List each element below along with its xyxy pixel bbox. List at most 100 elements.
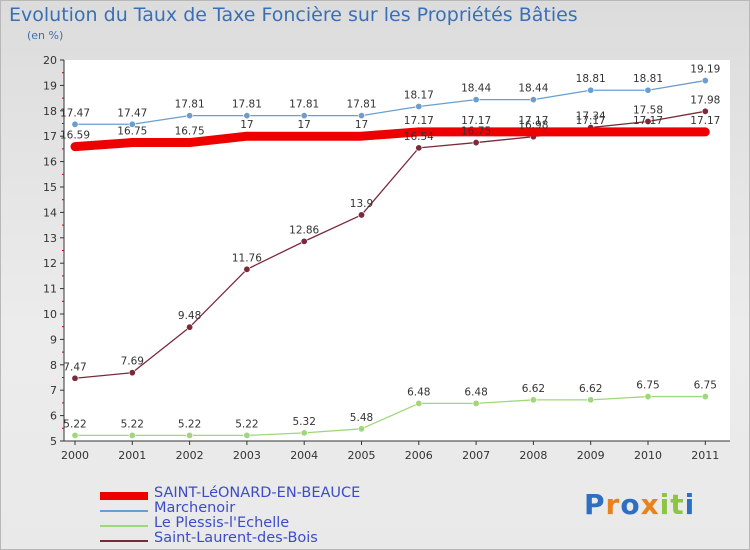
data-point-2 [357, 425, 365, 433]
logo-letter: i [684, 488, 696, 521]
data-point-3 [71, 374, 79, 382]
data-point-1 [300, 112, 308, 120]
data-point-2 [587, 396, 595, 404]
data-label-0: 17.17 [404, 115, 434, 127]
x-tick-label: 2001 [118, 449, 146, 462]
data-label-0: 17.17 [461, 115, 491, 127]
data-point-2 [128, 431, 136, 439]
data-point-1 [357, 112, 365, 120]
x-tick-label: 2011 [691, 449, 719, 462]
y-tick-label: 18 [43, 105, 57, 118]
data-label-3: 16.54 [404, 131, 434, 143]
y-tick-label: 5 [50, 435, 57, 448]
data-label-3: 17.58 [633, 104, 663, 116]
series-line-1 [74, 79, 706, 125]
data-label-2: 6.62 [522, 383, 545, 395]
x-tick-label: 2003 [233, 449, 261, 462]
y-tick-label: 16 [43, 156, 57, 169]
data-point-3 [644, 117, 652, 125]
data-point-1 [186, 112, 194, 120]
y-tick-label: 13 [43, 232, 57, 245]
y-tick-label: 10 [43, 308, 57, 321]
data-label-1: 18.17 [404, 89, 434, 101]
x-tick-label: 2005 [348, 449, 376, 462]
data-point-2 [644, 393, 652, 401]
data-point-3 [415, 144, 423, 152]
data-label-2: 6.62 [579, 383, 602, 395]
x-tick-label: 2004 [290, 449, 318, 462]
data-point-1 [243, 112, 251, 120]
data-label-1: 17.81 [175, 99, 205, 111]
y-tick-label: 7 [50, 384, 57, 397]
legend-swatch [100, 492, 148, 500]
y-tick-label: 19 [43, 79, 57, 92]
y-tick-label: 8 [50, 359, 57, 372]
data-label-3: 11.76 [232, 252, 262, 264]
x-tick-label: 2008 [519, 449, 547, 462]
y-tick-label: 15 [43, 181, 57, 194]
y-tick-label: 6 [50, 410, 57, 423]
data-label-0: 17 [298, 119, 311, 131]
data-label-1: 17.47 [117, 107, 147, 119]
data-label-2: 5.22 [121, 418, 144, 430]
data-point-1 [71, 120, 79, 128]
data-point-2 [701, 393, 709, 401]
series-line-2 [74, 395, 706, 437]
legend-swatch [100, 540, 148, 542]
data-point-2 [529, 396, 537, 404]
data-point-1 [415, 102, 423, 110]
data-point-1 [529, 96, 537, 104]
data-point-1 [644, 86, 652, 94]
logo-letter: r [605, 488, 621, 521]
data-label-3: 7.47 [63, 361, 86, 373]
data-point-2 [243, 431, 251, 439]
y-tick-label: 20 [43, 54, 57, 67]
y-tick-label: 12 [43, 257, 57, 270]
data-label-2: 6.48 [464, 386, 487, 398]
data-label-3: 13.9 [350, 198, 373, 210]
data-label-1: 18.44 [461, 83, 491, 95]
data-label-0: 16.59 [60, 130, 90, 142]
data-point-3 [243, 265, 251, 273]
x-tick-label: 2010 [634, 449, 662, 462]
y-tick-label: 17 [43, 130, 57, 143]
y-tick-label: 9 [50, 333, 57, 346]
data-label-0: 16.75 [117, 126, 147, 138]
y-tick-label: 11 [43, 283, 57, 296]
legend-label: Marchenoir [154, 500, 236, 516]
data-point-3 [357, 211, 365, 219]
data-point-3 [300, 237, 308, 245]
data-label-2: 6.75 [694, 380, 717, 392]
data-point-3 [186, 323, 194, 331]
data-label-0: 17 [355, 119, 368, 131]
y-axis-unit: (en %) [27, 29, 64, 42]
series-line-3 [74, 110, 706, 379]
data-point-2 [472, 399, 480, 407]
data-point-2 [186, 431, 194, 439]
data-label-2: 5.22 [235, 418, 258, 430]
logo-letter: i [659, 488, 671, 521]
data-label-2: 6.75 [636, 380, 659, 392]
data-label-3: 16.98 [518, 120, 548, 132]
y-tick-label: 14 [43, 206, 57, 219]
data-label-1: 18.44 [518, 83, 548, 95]
data-label-3: 7.69 [121, 356, 144, 368]
data-point-1 [701, 77, 709, 85]
proxiti-logo: Proxiti [584, 488, 695, 521]
plot-area [64, 60, 730, 441]
logo-letter: P [584, 488, 606, 521]
x-tick-label: 2006 [405, 449, 433, 462]
logo-letter: t [670, 488, 685, 521]
x-tick-label: 2009 [577, 449, 605, 462]
data-label-1: 17.81 [289, 99, 319, 111]
data-label-1: 18.81 [576, 73, 606, 85]
data-label-1: 19.19 [690, 64, 720, 76]
data-label-3: 12.86 [289, 224, 319, 236]
x-tick-label: 2002 [176, 449, 204, 462]
data-label-3: 16.75 [461, 126, 491, 138]
data-point-2 [415, 399, 423, 407]
data-label-3: 9.48 [178, 310, 201, 322]
legend-swatch [100, 525, 148, 527]
logo-letter: x [640, 488, 660, 521]
